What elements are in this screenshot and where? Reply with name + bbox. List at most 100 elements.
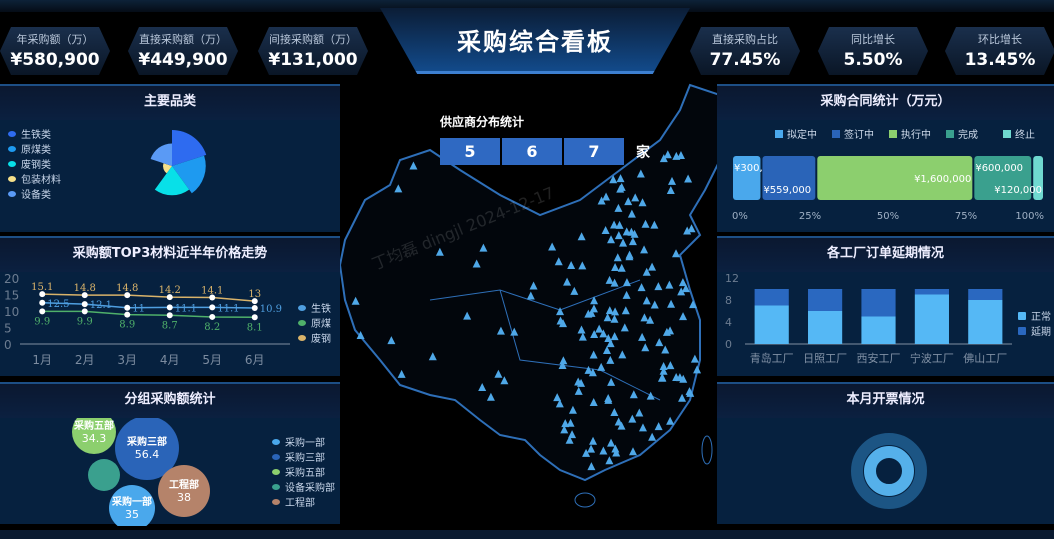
supplier-marker [559,356,568,365]
legend-label: 原煤类 [21,145,51,156]
supplier-marker [555,399,564,408]
supplier-marker [611,262,620,271]
supplier-marker [678,393,687,402]
supplier-marker [638,423,647,432]
legend-item[interactable]: 原煤 [298,315,331,330]
supplier-marker [666,186,675,195]
x-tick-label: 6月 [245,353,265,367]
supplier-marker [351,296,360,305]
series-line [42,293,255,302]
rose-slice [172,130,207,166]
segment-label: ¥600,000 [975,163,1023,174]
supplier-marker [641,343,650,352]
supplier-marker [604,393,613,402]
kpi-value: 77.45% [709,50,781,70]
supplier-marker [667,299,676,308]
supplier-marker [648,262,657,271]
supplier-marker [356,331,365,340]
bubble [72,418,116,454]
legend-swatch [775,130,783,138]
stacked-bar [861,289,896,317]
supplier-marker [614,203,623,212]
legend-swatch [272,468,280,475]
legend-label: 设备采购部 [285,483,335,494]
kpi-card: 环比增长 13.45% [945,27,1054,75]
supplier-marker [409,161,418,170]
supplier-marker [589,436,598,445]
supplier-marker [666,416,675,425]
legend-item[interactable]: 采购五部 [272,464,335,479]
bubble-value: 38 [177,491,191,504]
rose-slice [163,163,172,174]
x-tick-label: 5月 [202,353,222,367]
supplier-marker [679,312,688,321]
supplier-marker [574,386,583,395]
legend-item[interactable]: 延期 [1018,323,1051,338]
supplier-marker [648,432,657,441]
legend-item[interactable]: 生铁 [298,300,331,315]
legend-swatch [8,190,16,197]
legend-label: 拟定中 [787,128,817,141]
data-point [124,292,131,299]
legend-item[interactable]: 生铁类 [8,126,61,141]
legend-item[interactable]: 工程部 [272,494,335,509]
rose-chart [150,130,207,196]
supplier-marker [478,383,487,392]
supplier-marker [659,366,668,375]
stacked-bar [914,289,949,295]
supplier-marker [663,150,672,159]
legend-label: 原煤 [311,319,331,330]
legend-swatch [272,438,280,445]
legend-item[interactable]: 废钢 [298,330,331,345]
data-label: 15.1 [31,282,53,293]
supplier-digit: 7 [564,138,624,165]
data-point [251,314,258,321]
bubble [115,418,179,480]
supplier-marker [665,280,674,289]
data-label: 10.9 [260,304,282,315]
legend-swatch [889,130,897,138]
kpi-card: 年采购额（万） ¥580,900 [0,27,110,75]
legend-item[interactable]: 正常 [1018,308,1051,323]
legend-item[interactable]: 设备采购部 [272,479,335,494]
supplier-marker [568,405,577,414]
kpi-value: ¥580,900 [10,50,100,70]
legend-swatch [298,319,306,326]
supplier-marker [621,306,630,315]
bubble [158,465,210,517]
panel-price-trend: 采购额TOP3材料近半年价格走势 0 5 10 15 20 1月 2月 3月 4月 5月 6月 12.… [0,236,340,376]
supplier-marker [494,369,503,378]
kpi-label: 环比增长 [978,33,1022,46]
data-label: 11.1 [217,303,239,314]
legend-item[interactable]: 原煤类 [8,141,61,156]
supplier-marker [683,226,692,235]
bubble-value: 56.4 [135,448,160,461]
legend-item[interactable]: 设备类 [8,186,61,201]
supplier-marker [597,196,606,205]
x-tick-label: 2月 [75,353,95,367]
legend-item[interactable]: 废钢类 [8,156,61,171]
supplier-marker [685,387,694,396]
data-label: 11.1 [175,303,197,314]
data-point [251,305,258,312]
panel-category: 主要品类 生铁类 原煤类 废钢类 包装材料 设备类 [0,84,340,232]
contract-bar-segment [762,156,816,200]
supplier-marker [526,291,535,300]
legend-swatch [298,334,306,341]
legend-item[interactable]: 包装材料 [8,171,61,186]
supplier-marker [614,417,623,426]
top-bar [0,0,1054,12]
data-point [209,313,216,320]
supplier-marker [636,169,645,178]
legend-label: 完成 [958,128,978,141]
supplier-marker [613,253,622,262]
supplier-marker [628,237,637,246]
legend-item[interactable]: 采购三部 [272,449,335,464]
data-label: 9.9 [77,316,93,327]
supplier-marker [615,220,624,229]
supplier-marker [689,300,698,309]
legend-item[interactable]: 采购一部 [272,434,335,449]
series-line [42,310,255,319]
panel-title: 各工厂订单延期情况 [717,238,1054,272]
